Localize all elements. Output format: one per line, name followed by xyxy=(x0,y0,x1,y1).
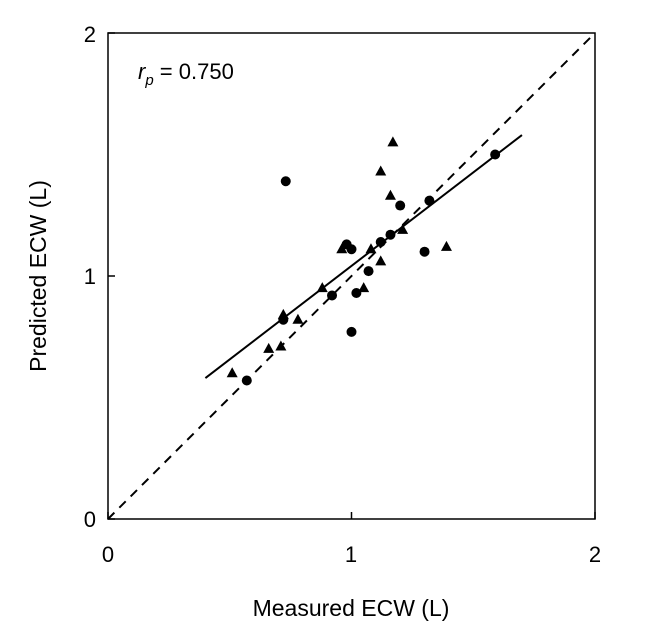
regression-line xyxy=(204,134,523,379)
data-points xyxy=(226,136,501,386)
y-tick-label-2: 2 xyxy=(84,22,96,47)
triangle-point-0 xyxy=(226,367,238,378)
identity-line xyxy=(107,32,596,520)
triangle-point-7 xyxy=(358,282,370,293)
circle-point-10 xyxy=(385,229,396,240)
y-tick-label-1: 1 xyxy=(84,264,96,289)
circle-point-3 xyxy=(327,290,338,301)
triangle-point-3 xyxy=(277,308,289,319)
annotation-value: = 0.750 xyxy=(154,59,234,84)
circle-point-0 xyxy=(241,375,252,386)
y-tick-label-0: 0 xyxy=(84,507,96,532)
y-axis-label: Predicted ECW (L) xyxy=(25,180,51,372)
x-tick-label-0: 0 xyxy=(102,542,114,567)
x-tick-label-2: 2 xyxy=(589,542,601,567)
triangle-point-11 xyxy=(384,189,396,200)
circle-point-13 xyxy=(424,195,435,206)
circle-point-5 xyxy=(346,244,357,255)
triangle-point-9 xyxy=(375,255,387,266)
triangle-point-5 xyxy=(316,282,328,293)
triangle-point-14 xyxy=(440,240,452,251)
triangle-point-6 xyxy=(336,243,348,254)
circle-point-7 xyxy=(351,288,362,299)
triangle-point-8 xyxy=(365,243,377,254)
reference-lines xyxy=(107,32,596,520)
correlation-annotation: rp = 0.750 xyxy=(138,59,234,89)
circle-point-9 xyxy=(375,236,386,247)
circle-point-6 xyxy=(346,326,357,337)
x-axis-label: Measured ECW (L) xyxy=(253,595,450,621)
triangle-point-13 xyxy=(397,223,409,234)
triangle-point-10 xyxy=(375,165,387,176)
triangle-point-12 xyxy=(387,136,399,147)
annotation-subscript: p xyxy=(144,72,153,89)
circle-point-12 xyxy=(419,246,430,257)
x-tick-label-1: 1 xyxy=(345,542,357,567)
circle-point-11 xyxy=(395,200,406,211)
triangle-point-1 xyxy=(263,342,275,353)
circle-point-2 xyxy=(280,176,291,187)
circle-point-14 xyxy=(490,149,501,160)
circle-point-8 xyxy=(363,266,374,277)
annotation-r: r xyxy=(138,59,147,84)
triangle-point-2 xyxy=(275,340,287,351)
triangle-point-4 xyxy=(292,313,304,324)
